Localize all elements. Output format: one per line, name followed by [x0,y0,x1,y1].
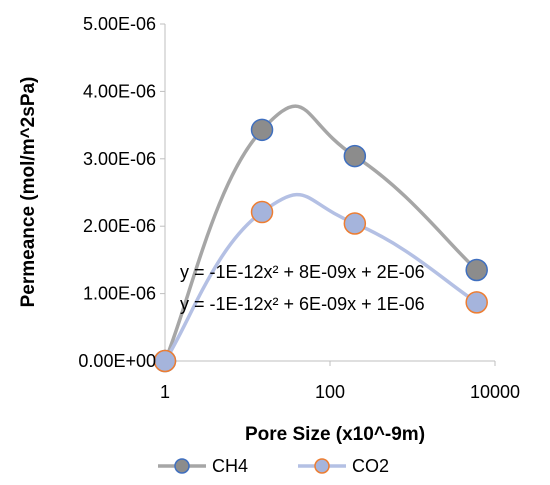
x-tick-label: 1 [160,382,170,402]
curves [163,104,478,362]
y-tick-label: 5.00E-06 [83,14,156,34]
axes [160,23,496,366]
data-point-ch4 [250,118,274,142]
y-axis-title: Permeance (mol/m^2sPa) [18,77,39,308]
data-point-co2 [465,291,488,314]
x-axis-title: Pore Size (x10^-9m) [245,424,425,445]
data-point-ch4 [343,144,367,168]
legend-marker-co2 [314,458,330,474]
legend-label-ch4: CH4 [212,456,248,476]
x-tick-label: 10000 [470,382,520,402]
x-tick-label: 100 [315,382,345,402]
y-tick-label: 3.00E-06 [83,149,156,169]
data-point-co2 [153,349,177,373]
markers [153,118,488,373]
legend-label-co2: CO2 [352,456,389,476]
data-point-co2 [250,200,274,224]
y-tick-label: 0.00E+00 [78,351,156,371]
y-tick-label: 4.00E-06 [83,81,156,101]
series-line-ch4 [163,104,478,362]
labels: 0.00E+00 1.00E-06 2.00E-06 3.00E-06 4.00E-06… [78,14,520,402]
data-point-ch4 [465,258,488,282]
y-tick-label: 2.00E-06 [83,216,156,236]
y-tick-label: 1.00E-06 [83,284,156,304]
series-line-co2 [163,192,478,362]
trendline-equation-ch4: y = -1E-12x² + 8E-09x + 2E-06 [180,262,425,282]
data-point-co2 [343,212,367,235]
legend-marker-ch4 [174,458,190,474]
trendline-equation-co2: y = -1E-12x² + 6E-09x + 1E-06 [180,294,425,314]
legend: CH4 CO2 [158,456,389,476]
